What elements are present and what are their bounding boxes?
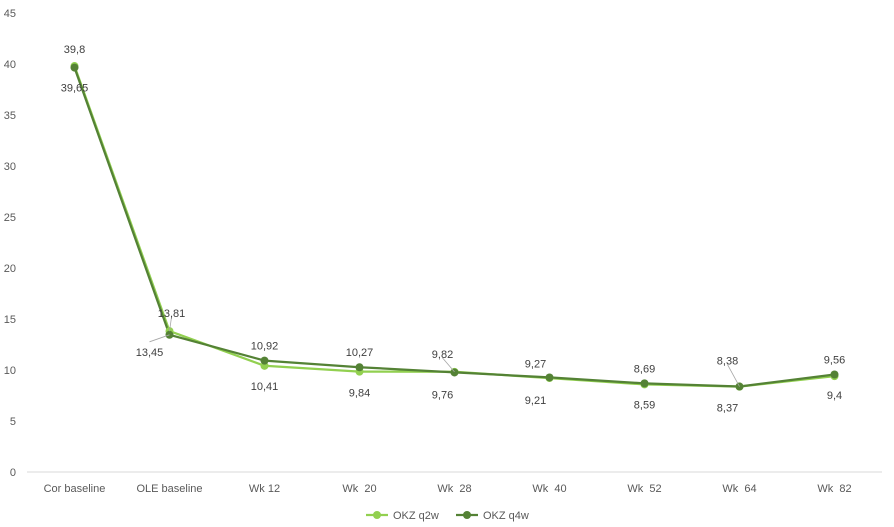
series-2-point (545, 373, 554, 382)
data-label: 9,21 (525, 395, 546, 407)
data-label: 39,8 (64, 44, 85, 56)
series-2-point (450, 368, 459, 377)
legend-item-2: OKZ q4w (456, 510, 529, 522)
y-tick-label: 0 (10, 467, 16, 479)
y-tick-label: 10 (4, 365, 16, 377)
legend-label: OKZ q2w (393, 510, 439, 522)
data-label: 9,56 (824, 354, 845, 366)
y-tick-label: 20 (4, 263, 16, 275)
label-leader-line (727, 364, 740, 387)
y-tick-label: 15 (4, 314, 16, 326)
y-tick-label: 35 (4, 110, 16, 122)
x-tick-label: Wk 64 (722, 483, 756, 495)
axes: 0 5 10 15 20 25 30 35 40 45 Cor baseline OLE baseli… (4, 8, 882, 495)
x-tick-label: Wk 12 (249, 483, 280, 495)
series-2-point (70, 63, 79, 72)
label-leader-line (169, 317, 172, 332)
legend: OKZ q2w OKZ q4w (366, 510, 529, 522)
series-layer (70, 62, 839, 391)
data-label: 13,45 (136, 347, 164, 359)
series-2-point (260, 356, 269, 365)
series-line-1 (73, 65, 835, 388)
data-label: 9,76 (432, 389, 453, 401)
data-label: 9,27 (525, 358, 546, 370)
y-tick-label: 45 (4, 8, 16, 20)
data-labels: 39,8 13,81 10,41 9,84 9,82 9,21 8,59 8,37 9,4 39,… (61, 44, 845, 415)
data-label: 8,37 (717, 403, 738, 415)
data-label: 8,69 (634, 363, 655, 375)
data-label: 8,38 (717, 356, 738, 368)
data-label: 10,92 (251, 341, 279, 353)
x-tick-label: Wk 40 (532, 483, 566, 495)
data-label: 39,65 (61, 83, 89, 95)
data-label: 10,41 (251, 381, 279, 393)
label-leader-line (149, 334, 170, 343)
x-tick-label: Wk 20 (342, 483, 376, 495)
data-label: 10,27 (346, 347, 374, 359)
y-tick-label: 5 (10, 416, 16, 428)
data-label: 8,59 (634, 399, 655, 411)
legend-marker (373, 511, 381, 519)
data-label: 9,4 (827, 390, 842, 402)
x-tick-label: OLE baseline (136, 483, 202, 495)
legend-item-1: OKZ q2w (366, 510, 439, 522)
label-leader-line (442, 357, 455, 373)
x-tick-label: Wk 28 (437, 483, 471, 495)
data-label: 9,82 (432, 349, 453, 361)
data-label: 9,84 (349, 388, 370, 400)
legend-label: OKZ q4w (483, 510, 529, 522)
y-tick-label: 25 (4, 212, 16, 224)
data-label: 13,81 (158, 308, 186, 320)
series-2-point (830, 370, 839, 379)
x-tick-label: Cor baseline (44, 483, 106, 495)
legend-marker (463, 511, 471, 519)
y-tick-label: 40 (4, 59, 16, 71)
series-2-point (640, 379, 649, 388)
x-tick-label: Wk 52 (627, 483, 661, 495)
x-tick-label: Wk 82 (817, 483, 851, 495)
y-tick-label: 30 (4, 161, 16, 173)
series-2-point (355, 363, 364, 372)
